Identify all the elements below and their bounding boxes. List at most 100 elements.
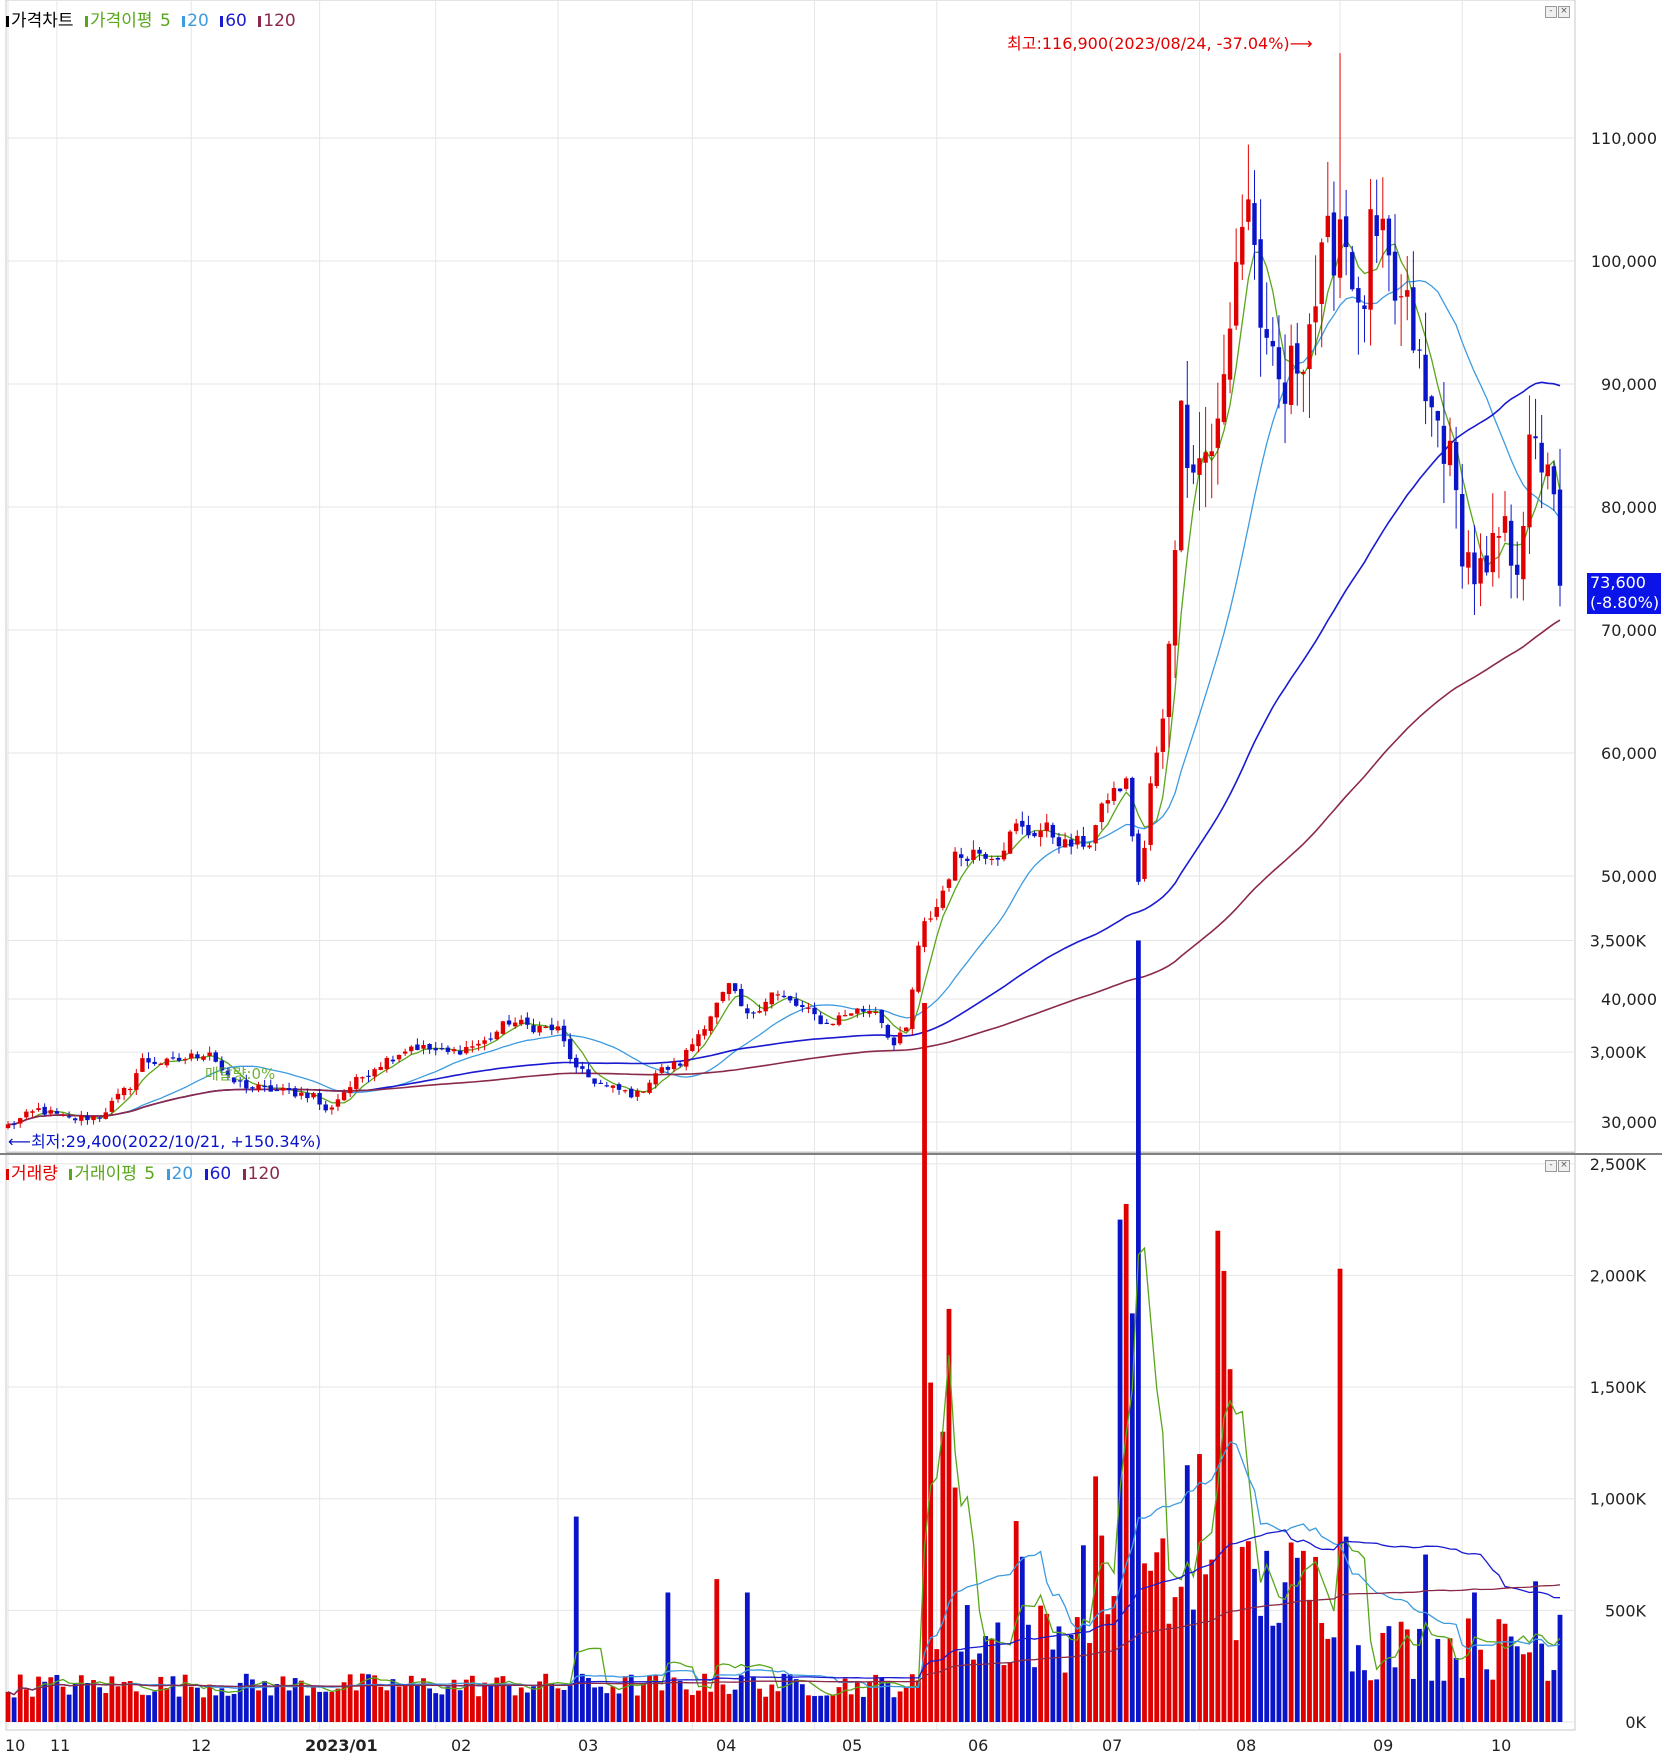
volume-bar[interactable]	[531, 1686, 536, 1722]
volume-bar[interactable]	[274, 1684, 280, 1722]
volume-bar[interactable]	[1160, 1538, 1166, 1722]
candle[interactable]	[897, 1026, 903, 1046]
candle[interactable]	[1075, 830, 1080, 849]
volume-bar[interactable]	[121, 1681, 127, 1722]
candle[interactable]	[1191, 445, 1196, 485]
volume-bar[interactable]	[1459, 1677, 1465, 1722]
candle[interactable]	[1325, 161, 1331, 243]
candle[interactable]	[629, 1086, 634, 1099]
candle[interactable]	[280, 1083, 286, 1096]
volume-bar[interactable]	[1520, 1654, 1526, 1722]
volume-bar[interactable]	[579, 1673, 585, 1722]
candle[interactable]	[36, 1102, 41, 1112]
candle[interactable]	[1453, 426, 1459, 529]
volume-bar[interactable]	[1166, 1623, 1172, 1722]
volume-bar[interactable]	[1496, 1619, 1502, 1722]
candle[interactable]	[739, 983, 744, 1007]
volume-bar[interactable]	[292, 1678, 298, 1722]
volume-bar[interactable]	[366, 1674, 371, 1722]
volume-bar[interactable]	[1343, 1536, 1349, 1722]
volume-bar[interactable]	[347, 1674, 353, 1722]
candle[interactable]	[103, 1107, 108, 1120]
candle[interactable]	[182, 1057, 188, 1065]
candle[interactable]	[836, 1012, 842, 1027]
volume-bar[interactable]	[909, 1674, 915, 1722]
volume-bar[interactable]	[1404, 1629, 1410, 1722]
volume-bar[interactable]	[952, 1487, 958, 1722]
candle[interactable]	[1166, 640, 1172, 748]
candle[interactable]	[592, 1078, 597, 1087]
candle[interactable]	[1056, 832, 1062, 854]
candle[interactable]	[708, 1015, 713, 1035]
candle[interactable]	[1038, 823, 1043, 847]
volume-bar[interactable]	[1178, 1586, 1184, 1722]
candle[interactable]	[1539, 414, 1544, 509]
candle[interactable]	[1240, 194, 1245, 281]
volume-bar[interactable]	[396, 1686, 402, 1722]
candle[interactable]	[971, 840, 976, 864]
candle[interactable]	[464, 1040, 469, 1055]
volume-bar[interactable]	[726, 1693, 732, 1722]
candle[interactable]	[952, 847, 958, 881]
candle[interactable]	[1032, 830, 1037, 838]
candle[interactable]	[1374, 179, 1379, 264]
volume-bar[interactable]	[219, 1688, 225, 1722]
volume-bar[interactable]	[359, 1673, 365, 1722]
volume-bar[interactable]	[66, 1694, 72, 1722]
volume-bar[interactable]	[1227, 1369, 1233, 1722]
volume-bar[interactable]	[1099, 1535, 1105, 1722]
candle[interactable]	[409, 1045, 414, 1055]
candle[interactable]	[18, 1117, 23, 1128]
volume-bar[interactable]	[922, 1002, 927, 1722]
candle[interactable]	[402, 1048, 408, 1057]
candle[interactable]	[745, 1004, 750, 1019]
candle[interactable]	[158, 1062, 163, 1065]
volume-bar[interactable]	[763, 1696, 769, 1722]
candle[interactable]	[1307, 313, 1312, 419]
volume-bar[interactable]	[305, 1695, 310, 1722]
candle[interactable]	[1068, 833, 1074, 855]
volume-bar[interactable]	[1184, 1465, 1190, 1722]
volume-bar[interactable]	[867, 1682, 872, 1722]
volume-bar[interactable]	[1209, 1559, 1215, 1722]
candle[interactable]	[653, 1070, 658, 1089]
candle[interactable]	[170, 1051, 176, 1060]
candle[interactable]	[506, 1014, 512, 1027]
volume-bar[interactable]	[824, 1695, 830, 1722]
volume-bar[interactable]	[457, 1690, 463, 1722]
volume-bar[interactable]	[1258, 1615, 1263, 1722]
candle[interactable]	[415, 1038, 420, 1051]
candle[interactable]	[775, 990, 781, 1001]
volume-bar[interactable]	[72, 1684, 78, 1722]
volume-bar[interactable]	[421, 1678, 426, 1722]
volume-bar[interactable]	[518, 1687, 524, 1722]
volume-bar[interactable]	[861, 1696, 866, 1722]
volume-bar[interactable]	[946, 1308, 952, 1722]
candle[interactable]	[54, 1108, 60, 1114]
volume-bar[interactable]	[971, 1659, 976, 1722]
volume-bar[interactable]	[1441, 1680, 1447, 1722]
volume-bar[interactable]	[445, 1686, 451, 1722]
volume-bar[interactable]	[1447, 1638, 1453, 1722]
volume-bar[interactable]	[1007, 1662, 1013, 1722]
candle[interactable]	[732, 983, 738, 994]
volume-bar[interactable]	[390, 1679, 396, 1722]
volume-bar[interactable]	[152, 1691, 158, 1722]
candle[interactable]	[134, 1068, 139, 1096]
volume-bar[interactable]	[928, 1382, 934, 1722]
candle[interactable]	[195, 1051, 200, 1061]
candle[interactable]	[1215, 382, 1221, 485]
candle[interactable]	[604, 1081, 610, 1088]
candle[interactable]	[121, 1086, 127, 1101]
volume-bar[interactable]	[237, 1682, 243, 1722]
volume-bar[interactable]	[1197, 1454, 1202, 1722]
candle[interactable]	[1472, 525, 1477, 615]
volume-bar[interactable]	[207, 1684, 213, 1722]
volume-bar[interactable]	[1374, 1679, 1380, 1722]
volume-bar[interactable]	[573, 1516, 579, 1722]
volume-bar[interactable]	[885, 1682, 891, 1722]
candle[interactable]	[965, 856, 970, 867]
candle[interactable]	[1258, 199, 1263, 377]
volume-bar[interactable]	[1325, 1638, 1331, 1722]
candle[interactable]	[91, 1115, 96, 1125]
